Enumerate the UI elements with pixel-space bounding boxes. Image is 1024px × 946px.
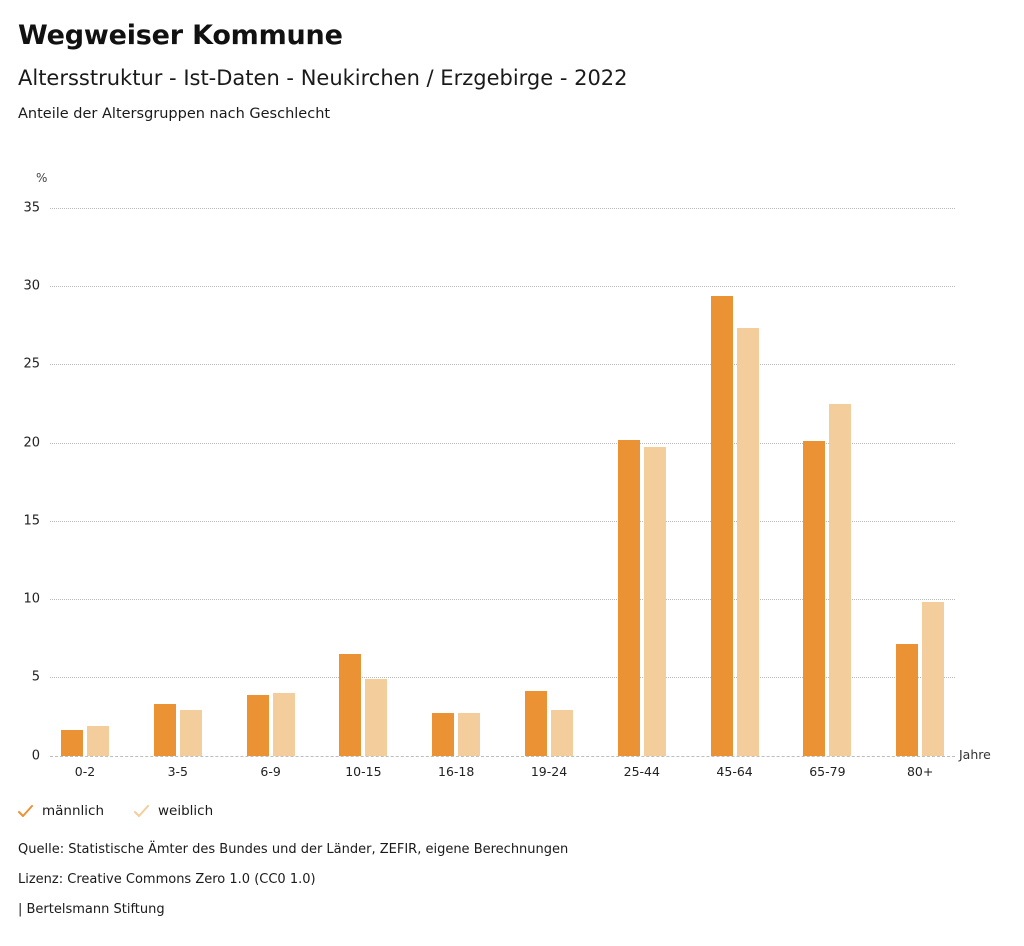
y-axis-unit-label: %	[36, 171, 48, 185]
bar-0-2-weiblich[interactable]	[87, 725, 109, 756]
y-axis-tick-label: 35	[23, 200, 40, 216]
bar-10-15-männlich[interactable]	[339, 653, 362, 756]
x-axis-tick-label: 19-24	[530, 764, 568, 779]
bar-80+-männlich[interactable]	[896, 644, 919, 756]
x-axis-tick-label: 0-2	[74, 764, 96, 779]
x-axis-tick-label: 65-79	[809, 764, 846, 779]
chart-title: Altersstruktur - Ist-Daten - Neukirchen …	[18, 66, 628, 90]
footer-publisher: | Bertelsmann Stiftung	[18, 902, 165, 917]
bar-0-2-männlich[interactable]	[61, 730, 83, 756]
x-axis-tick-label: 3-5	[167, 764, 188, 779]
x-axis-tick-label: 6-9	[260, 764, 281, 779]
page-title: Wegweiser Kommune	[18, 20, 343, 51]
gridline	[50, 208, 955, 209]
chart-legend: männlich weiblich	[18, 803, 213, 819]
bar-10-15-weiblich[interactable]	[365, 678, 388, 756]
x-axis-tick-label: 10-15	[345, 764, 382, 779]
y-axis-tick-label: 30	[23, 278, 40, 294]
bar-16-18-weiblich[interactable]	[458, 713, 481, 756]
y-axis-tick-label: 15	[23, 513, 40, 529]
chart-caption: Anteile der Altersgruppen nach Geschlech…	[18, 106, 331, 122]
x-axis-tick-label: 45-64	[716, 764, 753, 779]
footer-license: Lizenz: Creative Commons Zero 1.0 (CC0 1…	[18, 872, 316, 887]
gridline	[50, 599, 955, 601]
bar-16-18-männlich[interactable]	[432, 713, 455, 756]
bar-65-79-weiblich[interactable]	[829, 403, 852, 756]
bar-19-24-weiblich[interactable]	[551, 710, 573, 756]
check-icon	[134, 804, 150, 818]
legend-item-weiblich[interactable]: weiblich	[134, 803, 213, 819]
bar-series-layer	[61, 295, 945, 756]
bar-25-44-weiblich[interactable]	[643, 447, 666, 756]
bar-45-64-weiblich[interactable]	[736, 328, 759, 756]
footer-source: Quelle: Statistische Ämter des Bundes un…	[18, 842, 569, 857]
chart-footer: Quelle: Statistische Ämter des Bundes un…	[18, 843, 568, 933]
bar-6-9-männlich[interactable]	[246, 694, 269, 756]
bar-3-5-weiblich[interactable]	[179, 710, 202, 756]
legend-item-label: weiblich	[158, 803, 214, 819]
gridline	[50, 755, 955, 757]
gridline	[50, 364, 955, 366]
y-axis-tick-label: 5	[31, 669, 40, 685]
bar-45-64-männlich[interactable]	[710, 295, 733, 756]
bar-25-44-männlich[interactable]	[617, 439, 640, 756]
chart-plot-area: % Jahre 0 5 10 15 20 25 30 35 0-2 3-5 6-9 10-15 16-…	[23, 171, 991, 779]
x-axis-tick-label: 16-18	[438, 764, 475, 779]
x-axis-tick-label: 80+	[906, 764, 934, 779]
check-icon	[18, 804, 33, 818]
y-axis-tick-label: 20	[23, 435, 40, 451]
bar-3-5-männlich[interactable]	[153, 703, 176, 756]
bar-6-9-weiblich[interactable]	[272, 692, 295, 756]
bar-80+-weiblich[interactable]	[922, 602, 945, 756]
bar-19-24-männlich[interactable]	[525, 691, 547, 756]
y-axis-tick-label: 10	[23, 591, 40, 607]
bar-65-79-männlich[interactable]	[803, 441, 826, 756]
gridline	[50, 442, 955, 444]
gridline	[50, 520, 955, 522]
gridline	[50, 677, 955, 679]
legend-item-männlich[interactable]: männlich	[18, 803, 104, 819]
y-axis-tick-label: 25	[23, 356, 40, 372]
x-axis-unit-label: Jahre	[959, 747, 991, 762]
legend-item-label: männlich	[42, 803, 105, 819]
x-axis-tick-label: 25-44	[623, 764, 660, 779]
gridline	[50, 286, 955, 288]
y-axis-tick-label: 0	[31, 748, 40, 763]
